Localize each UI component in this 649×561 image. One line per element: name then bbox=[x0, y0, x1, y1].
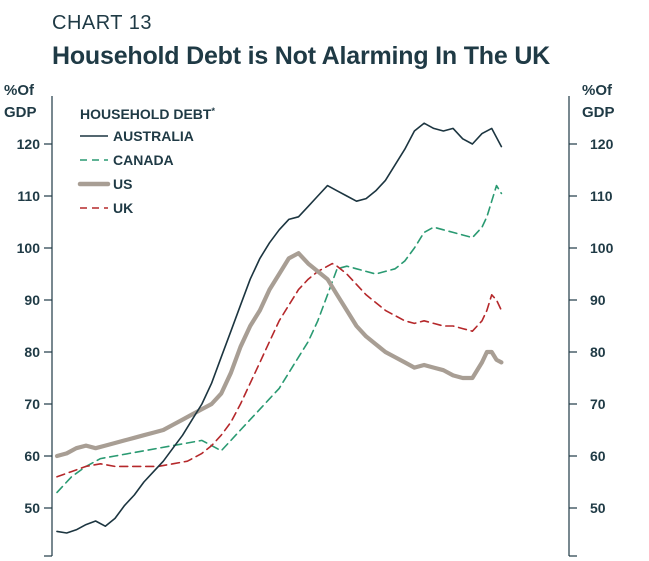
series-line-uk bbox=[56, 262, 503, 478]
right-unit-label-2: GDP bbox=[582, 104, 615, 121]
legend-title-mark: * bbox=[211, 106, 215, 116]
left-tick-label: 120 bbox=[17, 136, 41, 152]
right-unit-label: %Of bbox=[582, 82, 613, 99]
left-tick-label: 70 bbox=[24, 396, 40, 412]
left-unit-label: %Of bbox=[4, 82, 35, 99]
right-tick-label: 110 bbox=[590, 188, 613, 204]
axis-ticks: 50 50 60 60 70 70 80 80 90 90 100 100 110 110 120 120 bbox=[17, 136, 614, 516]
right-tick-label: 120 bbox=[590, 136, 614, 152]
legend-title: HOUSEHOLD DEBT* bbox=[80, 106, 215, 122]
left-tick-label: 100 bbox=[17, 240, 41, 256]
legend-label-canada: CANADA bbox=[113, 152, 174, 168]
right-tick-label: 60 bbox=[590, 448, 606, 464]
series-lines bbox=[54, 122, 504, 534]
right-tick-label: 100 bbox=[590, 240, 614, 256]
legend-title-text: HOUSEHOLD DEBT bbox=[80, 106, 212, 122]
right-tick-label: 90 bbox=[590, 292, 606, 308]
series-line-australia bbox=[56, 122, 503, 534]
legend-label-us: US bbox=[113, 176, 132, 192]
right-tick-label: 50 bbox=[590, 500, 606, 516]
left-tick-label: 50 bbox=[24, 500, 40, 516]
left-unit-label-2: GDP bbox=[4, 104, 37, 121]
left-tick-label: 60 bbox=[24, 448, 40, 464]
left-tick-label: 110 bbox=[17, 188, 40, 204]
series-line-us bbox=[54, 251, 504, 459]
legend-label-australia: AUSTRALIA bbox=[113, 128, 194, 144]
right-tick-label: 70 bbox=[590, 396, 606, 412]
legend-label-uk: UK bbox=[113, 200, 133, 216]
left-tick-label: 90 bbox=[24, 292, 40, 308]
chart-label: CHART 13 bbox=[52, 12, 152, 34]
legend: HOUSEHOLD DEBT* AUSTRALIA CANADA US UK bbox=[77, 106, 215, 216]
right-tick-label: 80 bbox=[590, 344, 606, 360]
left-tick-label: 80 bbox=[24, 344, 40, 360]
chart-title: Household Debt is Not Alarming In The UK bbox=[52, 42, 551, 70]
series-line-canada bbox=[56, 184, 503, 494]
